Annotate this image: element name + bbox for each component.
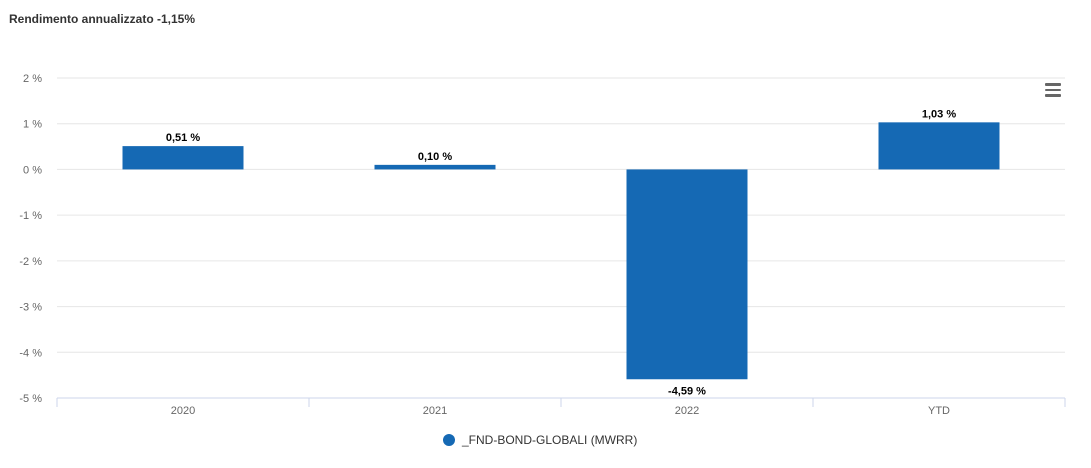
legend-label: _FND-BOND-GLOBALI (MWRR) bbox=[462, 433, 638, 447]
x-tick-label: 2021 bbox=[423, 405, 447, 417]
x-tick-label: 2020 bbox=[171, 405, 195, 417]
data-label: 1,03 % bbox=[922, 108, 956, 120]
y-axis-labels: 2 % 1 % 0 % -1 % -2 % -3 % -4 % -5 % bbox=[19, 73, 42, 405]
y-tick-label: 2 % bbox=[23, 73, 42, 85]
data-labels: 0,51 % 0,10 % -4,59 % 1,03 % bbox=[166, 108, 956, 397]
hamburger-menu-icon[interactable] bbox=[1042, 80, 1064, 100]
legend-marker-icon bbox=[443, 434, 455, 446]
y-tick-label: -5 % bbox=[19, 393, 42, 405]
y-tick-label: 1 % bbox=[23, 119, 42, 131]
legend-item[interactable]: _FND-BOND-GLOBALI (MWRR) bbox=[443, 433, 637, 447]
bar-2021[interactable] bbox=[374, 164, 496, 170]
y-tick-label: 0 % bbox=[23, 164, 42, 176]
bar-ytd[interactable] bbox=[878, 122, 1000, 170]
data-label: 0,10 % bbox=[418, 151, 452, 163]
x-tick-label: 2022 bbox=[675, 405, 699, 417]
x-axis: 2020 2021 2022 YTD bbox=[56, 397, 1066, 417]
data-label: 0,51 % bbox=[166, 132, 200, 144]
y-tick-label: -2 % bbox=[19, 256, 42, 268]
grid-lines bbox=[57, 77, 1065, 353]
chart-title: Rendimento annualizzato -1,15% bbox=[9, 12, 196, 26]
bar-2022[interactable] bbox=[626, 169, 748, 380]
y-tick-label: -3 % bbox=[19, 302, 42, 314]
y-tick-label: -4 % bbox=[19, 347, 42, 359]
x-tick-label: YTD bbox=[928, 405, 950, 417]
bars bbox=[122, 122, 1000, 380]
y-tick-label: -1 % bbox=[19, 210, 42, 222]
bar-2020[interactable] bbox=[122, 146, 244, 170]
data-label: -4,59 % bbox=[668, 385, 706, 397]
